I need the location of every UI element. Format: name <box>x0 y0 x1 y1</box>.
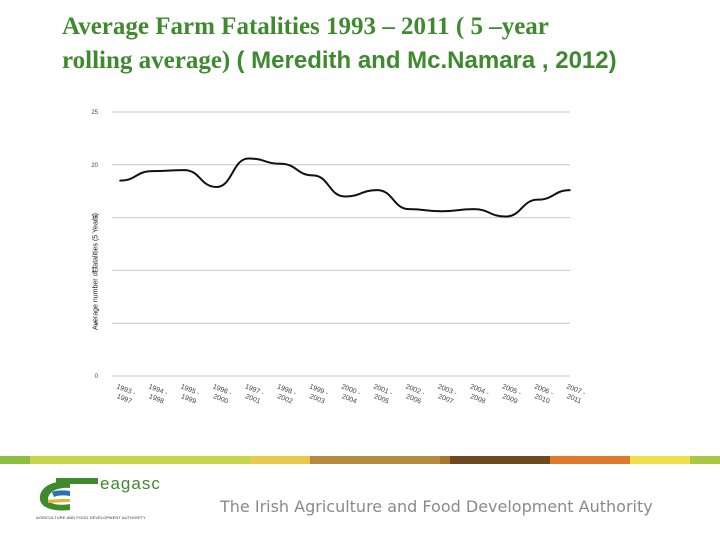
data-point <box>344 195 346 198</box>
slide-title-line2-part-a: rolling average) <box>62 47 237 74</box>
x-tick-label: 2000 -2004 <box>337 383 362 406</box>
data-point <box>279 162 282 165</box>
x-tick-label: 1998 -2002 <box>273 383 298 406</box>
fatalities-line-chart: 0 5 10 15 20 25 1993 -1997 1994 -1998 1995 -1999… <box>91 110 587 406</box>
series-line <box>119 157 571 218</box>
data-point <box>183 169 186 171</box>
y-tick-label: 5 <box>95 321 99 327</box>
data-point <box>215 186 218 188</box>
x-tick-label: 1996 -2000 <box>208 383 233 406</box>
data-point <box>440 210 443 213</box>
stripe-segment <box>0 456 30 464</box>
data-point <box>472 208 475 210</box>
stripe-segment <box>440 456 450 464</box>
stripe-segment <box>450 456 550 464</box>
data-point <box>312 174 314 177</box>
data-point <box>151 170 153 172</box>
x-tick-label: 1995 -1999 <box>176 383 201 406</box>
x-tick-label: 2007 -2011 <box>562 383 587 406</box>
slide-title-line1: Average Farm Fatalities 1993 – 2011 ( 5 … <box>62 13 549 40</box>
x-tick-label: 1994 -1998 <box>144 383 169 406</box>
stripe-segment <box>630 456 690 464</box>
stripe-segment <box>30 456 250 464</box>
data-point <box>504 215 507 218</box>
y-tick-label: 20 <box>91 163 98 169</box>
slide-title: Average Farm Fatalities 1993 – 2011 ( 5 … <box>62 10 712 78</box>
authority-text: The Irish Agriculture and Food Developme… <box>220 497 653 516</box>
y-tick-label: 10 <box>91 268 98 274</box>
data-point <box>569 189 571 191</box>
data-point <box>408 208 411 210</box>
teagasc-logo-mark-icon <box>39 478 98 511</box>
slide-title-line2: rolling average) ( Meredith and Mc.Namar… <box>62 44 712 78</box>
teagasc-logo: eagasc AGRICULTURE AND FOOD DEVELOPMENT … <box>36 474 196 524</box>
x-tick-label: 1997 -2001 <box>240 383 265 406</box>
data-point <box>376 189 378 191</box>
x-tick-label: 1993 -1997 <box>112 383 137 406</box>
x-tick-label: 2004 -2008 <box>465 383 490 406</box>
y-tick-label: 15 <box>91 216 98 222</box>
stripe-segment <box>310 456 440 464</box>
x-tick-label: 2001 -2005 <box>369 383 394 406</box>
x-tick-label: 2003 -2007 <box>433 383 458 406</box>
data-point <box>119 179 121 182</box>
stripe-segment <box>550 456 630 464</box>
fatalities-chart: Average number of fatalities (5 Years) 0… <box>60 100 600 420</box>
data-point <box>247 157 250 160</box>
stripe-segment <box>250 456 310 464</box>
x-tick-label: 2006 -2010 <box>530 383 555 406</box>
data-point <box>537 198 539 201</box>
teagasc-wordmark: eagasc <box>100 474 161 493</box>
x-tick-label: 2005 -2009 <box>498 383 523 406</box>
stripe-segment <box>690 456 720 464</box>
x-tick-label: 1999 -2003 <box>305 383 330 406</box>
y-tick-label: 25 <box>91 110 98 116</box>
y-tick-label: 0 <box>95 374 99 380</box>
teagasc-tagline: AGRICULTURE AND FOOD DEVELOPMENT AUTHORI… <box>36 515 146 520</box>
x-tick-label: 2002 -2006 <box>401 383 426 406</box>
slide-title-citation: ( Meredith and Mc.Namara , 2012) <box>236 47 617 74</box>
footer-color-stripe <box>0 456 720 464</box>
